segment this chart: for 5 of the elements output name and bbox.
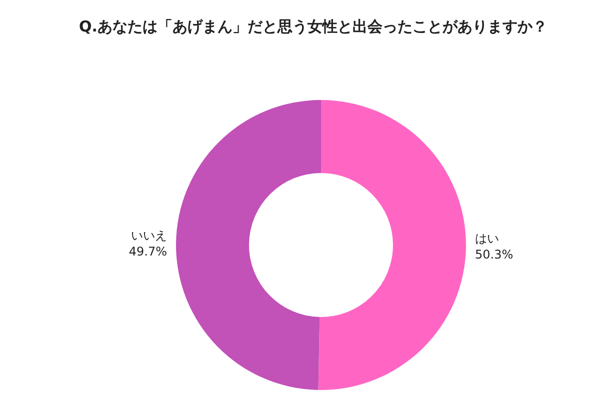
data-label: 49.7% <box>128 244 168 259</box>
chart-title: Q.あなたは「あげまん」だと思う女性と出会ったことがありますか？ <box>79 18 548 36</box>
data-label: 50.3% <box>474 247 514 262</box>
slice-label: いいえ <box>131 228 168 243</box>
slice-label: はい <box>474 231 499 246</box>
